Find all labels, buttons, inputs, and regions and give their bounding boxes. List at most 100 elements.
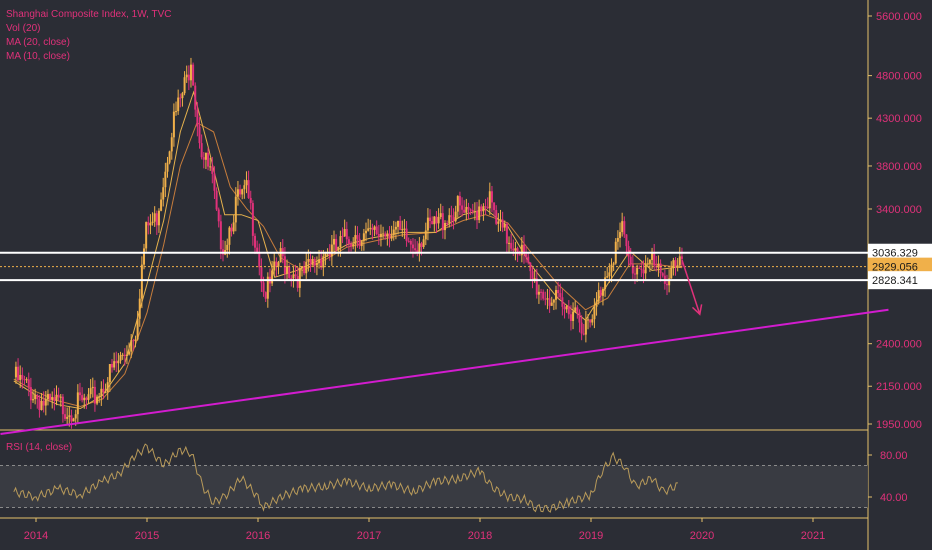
rsi-tick-label: 80.00 <box>880 450 908 462</box>
rsi-pane[interactable]: 80.00 40.00 <box>0 443 908 513</box>
candle-body <box>194 85 197 110</box>
candle-body <box>347 239 350 244</box>
candle-body <box>202 157 205 160</box>
current-price-box <box>868 257 932 276</box>
candle-body <box>377 234 380 237</box>
candle-body <box>249 197 252 204</box>
candle-body <box>230 227 233 232</box>
level-marker-box <box>868 271 932 290</box>
candle-body <box>373 226 376 230</box>
candle-body <box>678 256 681 266</box>
candle-body <box>113 361 116 368</box>
candle-body <box>85 397 88 400</box>
level-marker-box <box>868 243 932 262</box>
candle-body <box>486 206 489 209</box>
candle-body <box>91 386 94 389</box>
candle-body <box>493 202 496 211</box>
candle-body <box>328 251 331 257</box>
candle-body <box>576 307 579 313</box>
candle-body <box>610 264 613 273</box>
candle-body <box>367 228 370 231</box>
candle-body <box>102 388 105 393</box>
candle-body <box>66 416 69 419</box>
axes: 5600.000 4800.000 4300.000 3800.000 3400.000… <box>24 11 922 542</box>
candle-body <box>181 93 184 99</box>
candle-body <box>514 248 517 251</box>
candle-body <box>591 319 594 323</box>
candle-body <box>61 396 64 415</box>
candle-body <box>266 276 269 299</box>
candle-body <box>501 219 504 228</box>
candle-body <box>488 191 491 209</box>
candle-body <box>46 394 49 400</box>
candle-body <box>226 244 229 251</box>
candle-body <box>108 364 111 383</box>
candle-body <box>305 261 308 274</box>
price-tick-label: 5600.000 <box>876 11 922 23</box>
candle-body <box>117 360 120 364</box>
candle-body <box>557 289 560 294</box>
candle-body <box>34 395 37 400</box>
candle-body <box>433 216 436 225</box>
candle-body <box>608 272 611 277</box>
support-trendline <box>0 308 889 436</box>
candle-body <box>232 222 235 232</box>
candle-body <box>623 221 626 235</box>
candle-body <box>633 273 636 275</box>
candle-body <box>595 301 598 307</box>
candle-body <box>394 226 397 230</box>
candle-body <box>495 210 498 224</box>
candle-body <box>125 354 128 357</box>
candle-body <box>450 215 453 218</box>
candle-body <box>70 415 73 422</box>
candle-body <box>403 228 406 230</box>
candle-body <box>392 229 395 236</box>
candle-body <box>550 302 553 306</box>
candle-body <box>388 233 391 239</box>
time-tick-label: 2021 <box>801 530 825 542</box>
candle-body <box>136 318 139 340</box>
candle-body <box>183 77 186 94</box>
candle-body <box>384 233 387 237</box>
candle-body <box>196 109 199 127</box>
candle-body <box>271 270 274 284</box>
candle-body <box>106 382 109 393</box>
candle-body <box>535 278 538 295</box>
candle-body <box>21 374 24 380</box>
candle-body <box>471 209 474 212</box>
candle-body <box>418 243 421 253</box>
candle-body <box>121 354 124 356</box>
candle-body <box>341 236 344 238</box>
time-tick-label: 2017 <box>357 530 381 542</box>
candle-body <box>452 217 455 222</box>
candle-body <box>149 222 152 226</box>
candle-body <box>411 244 414 249</box>
candle-body <box>151 221 154 223</box>
candle-body <box>636 267 639 275</box>
candle-body <box>320 259 323 268</box>
candle-body <box>424 230 427 240</box>
price-tick-label: 3400.000 <box>876 204 922 216</box>
level-marker-label: 3036.329 <box>872 248 918 260</box>
candle-body <box>390 235 393 239</box>
candle-body <box>307 258 310 262</box>
candle-body <box>567 306 570 315</box>
candle-body <box>243 185 246 190</box>
candle-body <box>597 290 600 302</box>
candle-body <box>343 228 346 237</box>
candle-body <box>580 322 583 334</box>
candle-body <box>642 269 645 274</box>
candle-body <box>132 340 135 342</box>
candle-body <box>490 191 493 203</box>
candle-body <box>352 244 355 247</box>
candle-body <box>604 277 607 290</box>
candle-body <box>98 396 101 398</box>
candle-body <box>119 355 122 361</box>
candle-body <box>318 259 321 264</box>
candle-body <box>303 266 306 274</box>
candle-body <box>40 400 43 411</box>
rsi-line <box>13 443 678 513</box>
candle-body <box>332 238 335 245</box>
candle-body <box>207 152 210 167</box>
